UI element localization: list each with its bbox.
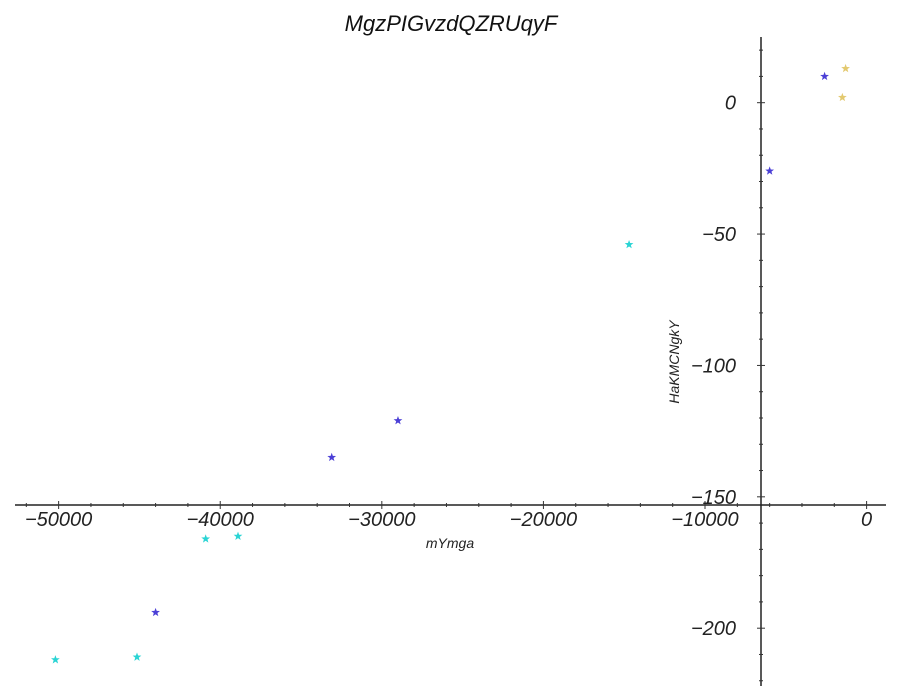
x-tick-label: −50000 <box>25 509 92 531</box>
y-tick-label: 0 <box>725 93 736 115</box>
x-axis-label: mYmga <box>426 535 474 551</box>
y-tick-label: −150 <box>691 487 736 509</box>
y-axis-ticks: 0 −50 −100 −150 −200 <box>691 49 765 682</box>
star-point <box>393 416 403 425</box>
x-tick-label: −40000 <box>187 509 254 531</box>
star-point <box>820 71 829 81</box>
chart-title: MgzPIGvzdQZRUqyF <box>345 11 559 36</box>
data-points <box>51 63 850 664</box>
star-point <box>841 63 850 73</box>
x-tick-label: 0 <box>861 509 872 531</box>
star-point <box>51 655 60 664</box>
y-tick-label: −200 <box>691 618 736 640</box>
x-tick-label: −10000 <box>671 509 738 531</box>
star-point <box>837 92 847 102</box>
star-point <box>132 652 142 661</box>
x-tick-label: −30000 <box>348 509 415 531</box>
star-point <box>233 531 243 540</box>
x-tick-label: −20000 <box>510 509 577 531</box>
y-axis-label: HaKMCNgkY <box>666 319 682 404</box>
star-point <box>624 239 634 249</box>
star-point <box>151 607 160 617</box>
y-tick-label: −50 <box>702 224 736 246</box>
star-point <box>327 452 337 462</box>
y-tick-label: −100 <box>691 355 736 377</box>
x-axis-ticks: −50000 −40000 −30000 −20000 −10000 0 <box>25 501 872 531</box>
star-point <box>765 166 775 175</box>
axes <box>15 37 886 686</box>
star-point <box>201 534 211 543</box>
